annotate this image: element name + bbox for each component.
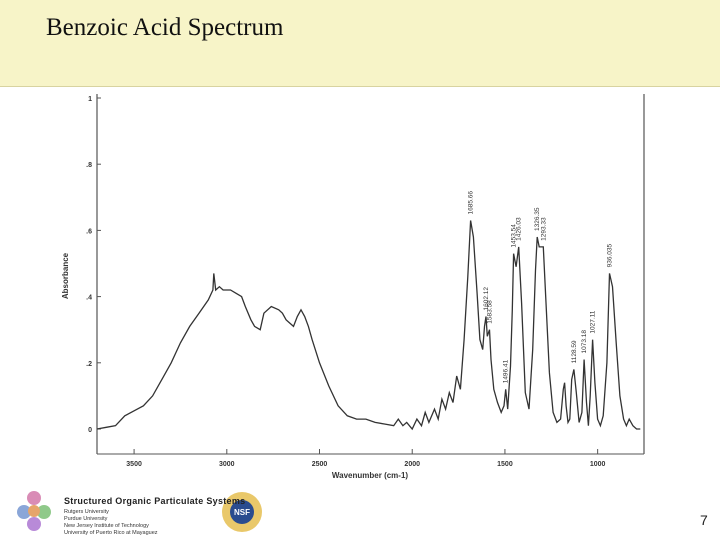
footer-logos: NSF — [17, 491, 262, 532]
y-tick-label: .4 — [86, 295, 92, 302]
ir-spectrum-chart: 0 .2 .4 .6 .8 1 3500 3000 2500 2000 1500 1000 1685… — [61, 94, 645, 480]
peak-label: 936.035 — [607, 244, 614, 268]
x-tick-label: 3500 — [126, 461, 142, 468]
peak-label: 1426.03 — [516, 217, 523, 241]
university-2: Purdue University — [64, 516, 108, 522]
y-tick-label: .8 — [86, 162, 92, 169]
peak-label: 1685.66 — [468, 191, 475, 215]
x-tick-label: 1500 — [497, 461, 513, 468]
x-tick-label: 3000 — [219, 461, 235, 468]
x-tick-label: 2000 — [404, 461, 420, 468]
peak-label: 1453.54 — [511, 224, 518, 248]
x-tick-label: 2500 — [312, 461, 328, 468]
peak-label: 1583.58 — [486, 300, 493, 324]
peak-label: 1496.41 — [503, 359, 510, 383]
peak-label: 1293.33 — [540, 217, 547, 241]
peak-label: 1326.35 — [534, 207, 541, 231]
x-ticks: 3500 3000 2500 2000 1500 1000 — [126, 449, 606, 468]
peak-label: 1602.12 — [483, 287, 490, 311]
y-ticks: 0 .2 .4 .6 .8 1 — [86, 96, 101, 434]
x-axis-label: Wavenumber (cm-1) — [332, 471, 409, 480]
nsf-logo-text: NSF — [234, 508, 250, 517]
y-tick-label: .6 — [86, 228, 92, 235]
x-tick-label: 1000 — [590, 461, 606, 468]
slide-number: 7 — [700, 512, 708, 528]
spos-logo — [17, 491, 51, 531]
org-name: Structured Organic Particulate Systems — [64, 496, 246, 506]
nsf-logo: NSF — [222, 492, 262, 532]
peak-label: 1027.11 — [590, 310, 597, 333]
title-bar: Benzoic Acid Spectrum — [0, 0, 720, 87]
peak-label: 1128.59 — [571, 340, 578, 363]
spectrum-line — [96, 220, 641, 431]
university-1: Rutgers University — [64, 509, 109, 515]
y-tick-label: 0 — [88, 427, 92, 434]
y-tick-label: 1 — [88, 96, 92, 103]
university-3: New Jersey Institute of Technology — [64, 523, 149, 529]
y-axis-label: Absorbance — [61, 252, 70, 299]
university-4: University of Puerto Rico at Mayaguez — [64, 530, 158, 536]
y-tick-label: .2 — [86, 361, 92, 368]
peak-label: 1073.18 — [581, 330, 588, 354]
slide-title: Benzoic Acid Spectrum — [46, 14, 284, 41]
